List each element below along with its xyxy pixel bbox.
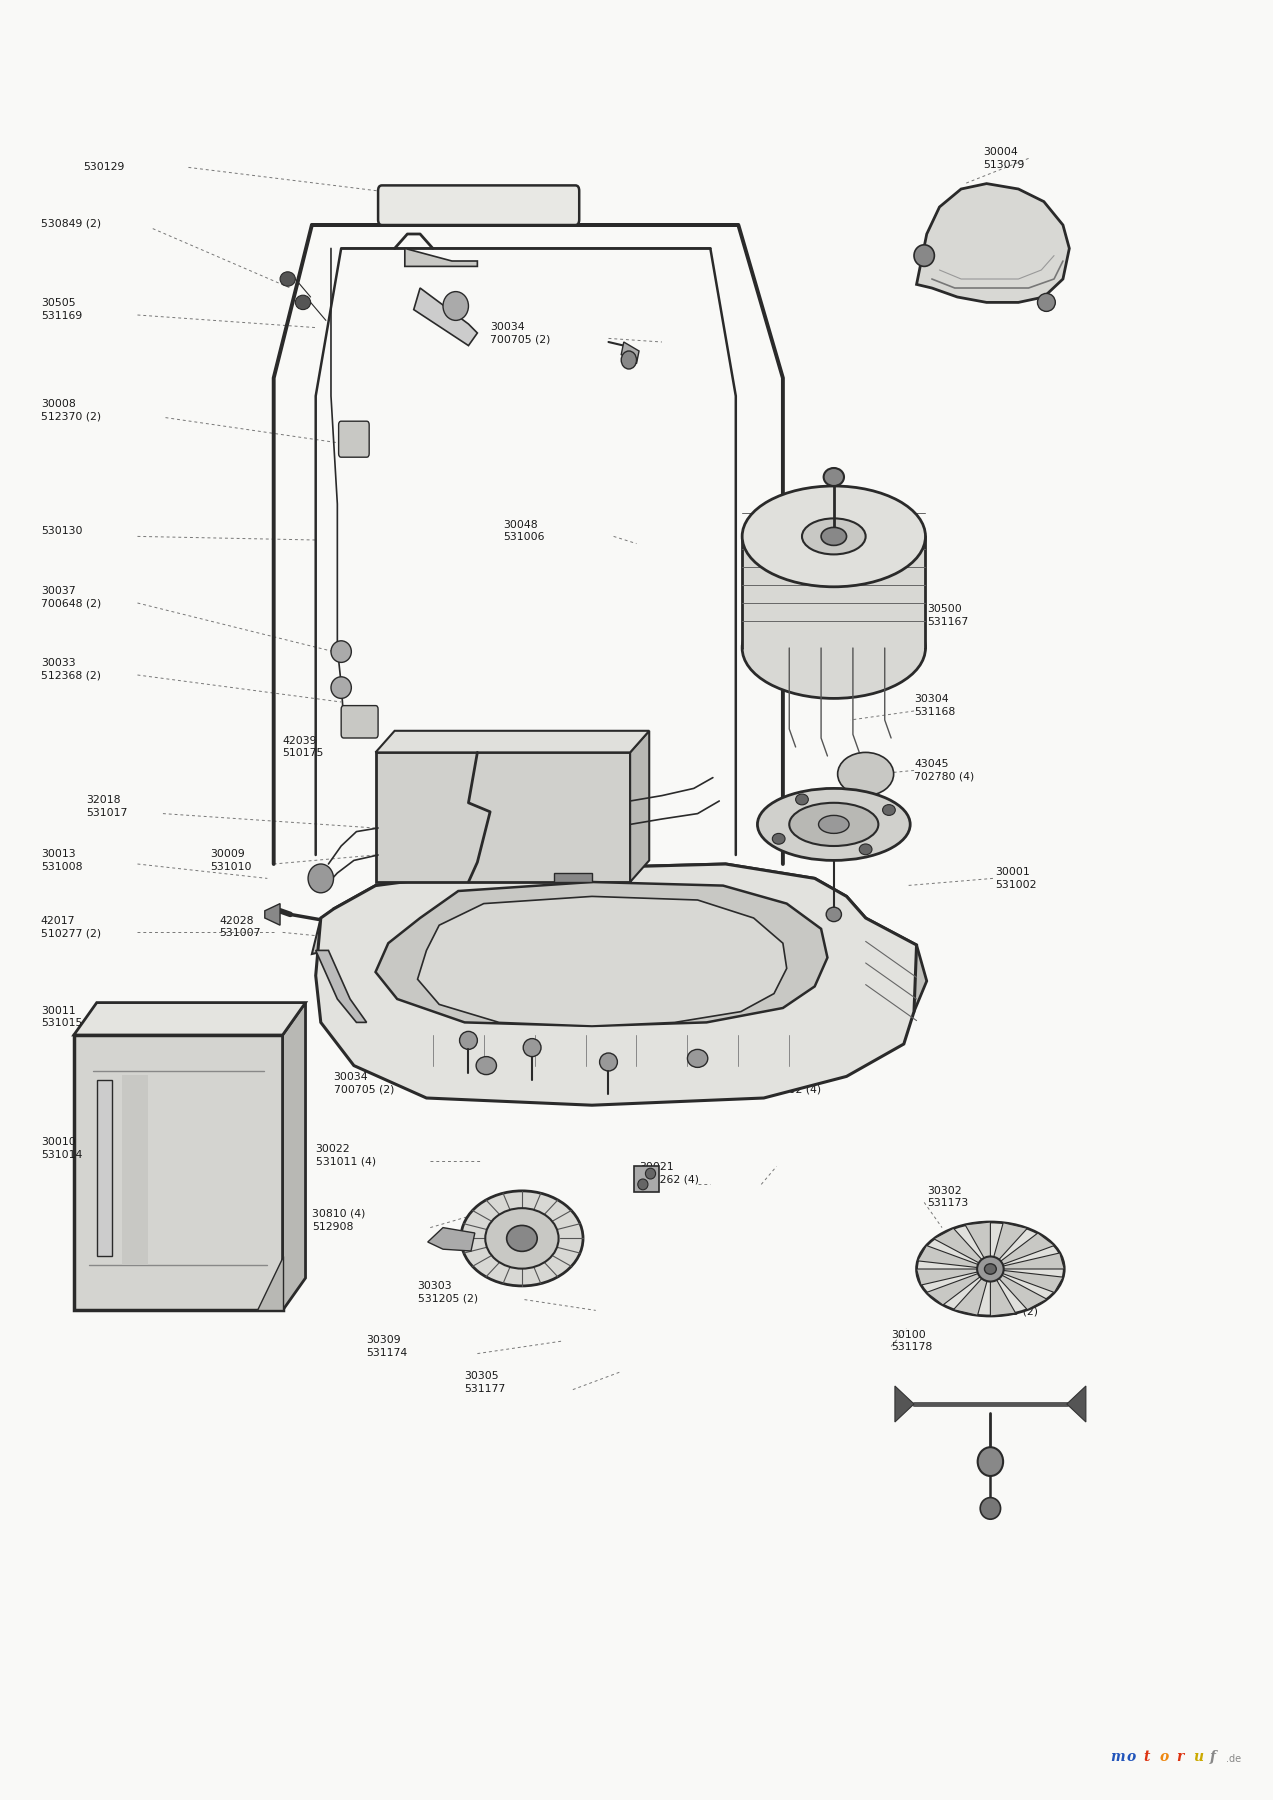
- Text: 30009
531010: 30009 531010: [210, 850, 252, 871]
- Polygon shape: [122, 1075, 148, 1265]
- Text: 30505
531169: 30505 531169: [41, 299, 81, 320]
- Ellipse shape: [485, 1208, 559, 1269]
- Polygon shape: [257, 1256, 283, 1310]
- Ellipse shape: [476, 1057, 496, 1075]
- Text: .de: .de: [1226, 1753, 1241, 1764]
- Polygon shape: [316, 950, 367, 1022]
- Ellipse shape: [757, 788, 910, 860]
- Ellipse shape: [600, 1053, 617, 1071]
- Text: 30022
531011 (4): 30022 531011 (4): [316, 1145, 376, 1166]
- Text: 30001
531002: 30001 531002: [995, 868, 1037, 889]
- Text: 30034
700705 (2): 30034 700705 (2): [334, 1073, 393, 1094]
- Ellipse shape: [507, 1226, 537, 1251]
- Text: 43045
702780 (4): 43045 702780 (4): [914, 760, 974, 781]
- Polygon shape: [927, 1273, 985, 1305]
- Text: o: o: [1127, 1750, 1136, 1764]
- Text: f: f: [1209, 1750, 1216, 1764]
- Polygon shape: [918, 1246, 983, 1267]
- Polygon shape: [283, 1003, 306, 1310]
- FancyBboxPatch shape: [378, 185, 579, 225]
- Ellipse shape: [461, 1192, 583, 1285]
- Text: 30516
531207: 30516 531207: [1018, 1253, 1060, 1274]
- Text: 30048
531006: 30048 531006: [503, 520, 545, 542]
- Polygon shape: [74, 1035, 283, 1310]
- Ellipse shape: [838, 752, 894, 796]
- Ellipse shape: [914, 245, 934, 266]
- Ellipse shape: [687, 1049, 708, 1067]
- Ellipse shape: [821, 527, 847, 545]
- Polygon shape: [917, 1269, 981, 1285]
- Polygon shape: [630, 731, 649, 882]
- Text: 30013
531008: 30013 531008: [41, 850, 83, 871]
- FancyBboxPatch shape: [341, 706, 378, 738]
- Polygon shape: [328, 864, 872, 1066]
- Text: 30011
531015: 30011 531015: [41, 1006, 83, 1028]
- Text: 30034
700705 (2): 30034 700705 (2): [490, 322, 550, 344]
- Polygon shape: [554, 873, 592, 882]
- Ellipse shape: [819, 815, 849, 833]
- Text: u: u: [1193, 1750, 1203, 1764]
- Polygon shape: [97, 1080, 112, 1256]
- Ellipse shape: [796, 794, 808, 805]
- Text: 30021
512262 (4): 30021 512262 (4): [639, 1163, 699, 1184]
- Ellipse shape: [824, 468, 844, 486]
- Ellipse shape: [295, 295, 311, 310]
- Text: 30810 (4)
512908: 30810 (4) 512908: [312, 1210, 365, 1231]
- Ellipse shape: [645, 1168, 656, 1179]
- Text: 32018
531017: 32018 531017: [87, 796, 129, 817]
- Text: 530849 (2): 530849 (2): [41, 218, 101, 229]
- Text: m: m: [1110, 1750, 1124, 1764]
- Text: r: r: [1176, 1750, 1184, 1764]
- Text: 30100
531178: 30100 531178: [891, 1330, 932, 1352]
- Polygon shape: [316, 864, 917, 1105]
- Polygon shape: [994, 1273, 1046, 1310]
- Text: 30305
531177: 30305 531177: [465, 1372, 505, 1393]
- Text: 42017
510277 (2): 42017 510277 (2): [41, 916, 101, 938]
- Text: 30033
512368 (2): 30033 512368 (2): [41, 659, 101, 680]
- Polygon shape: [74, 1003, 306, 1035]
- Ellipse shape: [984, 1264, 997, 1274]
- Polygon shape: [634, 1166, 659, 1192]
- Polygon shape: [990, 1274, 1016, 1316]
- Polygon shape: [895, 1386, 914, 1422]
- Polygon shape: [992, 1222, 1027, 1264]
- Ellipse shape: [980, 1498, 1001, 1519]
- Text: 30309
531174: 30309 531174: [367, 1336, 407, 1357]
- Text: 30008
512370 (2): 30008 512370 (2): [41, 400, 101, 421]
- Text: 30095
531179 (2): 30095 531179 (2): [978, 1294, 1037, 1316]
- Polygon shape: [376, 882, 827, 1026]
- Ellipse shape: [789, 803, 878, 846]
- Text: 530099: 530099: [532, 808, 574, 819]
- FancyBboxPatch shape: [339, 421, 369, 457]
- Polygon shape: [917, 184, 1069, 302]
- Text: 30304
531168: 30304 531168: [914, 695, 955, 716]
- Ellipse shape: [460, 1031, 477, 1049]
- Ellipse shape: [523, 1039, 541, 1057]
- Polygon shape: [953, 1274, 989, 1316]
- Polygon shape: [428, 1228, 475, 1251]
- Text: 530130: 530130: [41, 526, 83, 536]
- Text: 30303
531205 (2): 30303 531205 (2): [418, 1282, 477, 1303]
- Polygon shape: [312, 909, 334, 954]
- Ellipse shape: [280, 272, 295, 286]
- Text: 42028
531007: 42028 531007: [219, 916, 261, 938]
- Polygon shape: [265, 904, 280, 925]
- Ellipse shape: [308, 864, 334, 893]
- Polygon shape: [742, 536, 925, 648]
- Text: 42039
510175: 42039 510175: [283, 736, 325, 758]
- Text: 30010
531014: 30010 531014: [41, 1138, 83, 1159]
- Text: o: o: [1160, 1750, 1169, 1764]
- Polygon shape: [376, 752, 630, 882]
- Ellipse shape: [742, 598, 925, 698]
- Ellipse shape: [917, 1222, 1064, 1316]
- Ellipse shape: [826, 907, 841, 922]
- Ellipse shape: [331, 677, 351, 698]
- Ellipse shape: [859, 844, 872, 855]
- Text: 30302
531173: 30302 531173: [927, 1186, 967, 1208]
- Text: t: t: [1143, 1750, 1150, 1764]
- Polygon shape: [418, 896, 787, 1026]
- Ellipse shape: [621, 351, 636, 369]
- Polygon shape: [1067, 1386, 1086, 1422]
- Ellipse shape: [742, 486, 925, 587]
- Text: 46006
373702 (4): 46006 373702 (4): [761, 1073, 821, 1094]
